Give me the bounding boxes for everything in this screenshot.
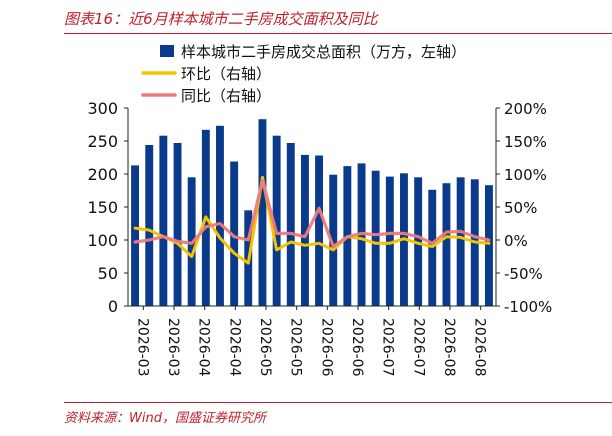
left-tick-label: 50 — [98, 264, 118, 283]
bar — [216, 125, 224, 306]
right-tick-label: -50% — [504, 265, 543, 283]
bar — [230, 161, 239, 306]
left-tick-label: 300 — [87, 99, 118, 118]
right-tick-label: 150% — [504, 133, 547, 151]
legend-swatch-bar — [160, 45, 174, 57]
bar — [442, 183, 451, 306]
figure-title: 图表16：近6月样本城市二手房成交面积及同比 — [64, 10, 378, 28]
x-tick-label: 2026-07 — [380, 318, 396, 377]
left-tick-label: 200 — [87, 165, 118, 184]
right-tick-label: 100% — [504, 166, 547, 184]
x-tick-label: 2026-07 — [410, 318, 426, 377]
right-tick-label: 200% — [504, 100, 547, 118]
bar — [286, 143, 295, 306]
legend-label: 样本城市二手房成交总面积（万方，左轴） — [181, 43, 466, 61]
mom-line — [133, 175, 491, 265]
left-tick-label: 100 — [87, 231, 118, 250]
left-tick-label: 150 — [87, 198, 118, 217]
right-tick-label: -100% — [504, 298, 552, 316]
yoy-line — [133, 179, 491, 249]
right-tick-label: 0% — [504, 232, 528, 250]
chart: 样本城市二手房成交总面积（万方，左轴） 环比（右轴） 同比（右轴） 0 50 100 15… — [87, 43, 552, 377]
bar — [159, 135, 168, 306]
left-tick-label: 0 — [108, 297, 118, 316]
bar — [414, 177, 423, 306]
source-rule — [64, 402, 612, 403]
bar — [329, 174, 338, 306]
x-tick-label: 2026-08 — [441, 318, 457, 377]
x-tick-label: 2026-04 — [196, 318, 212, 377]
x-tick-label: 2026-05 — [288, 318, 304, 377]
bar — [258, 119, 267, 306]
x-tick-label: 2026-03 — [134, 318, 150, 377]
bar — [485, 185, 493, 306]
bar — [272, 135, 281, 306]
legend: 样本城市二手房成交总面积（万方，左轴） 环比（右轴） 同比（右轴） — [141, 43, 466, 105]
legend-label: 环比（右轴） — [181, 65, 271, 83]
x-tick-label: 2026-06 — [349, 318, 365, 377]
bar-series — [131, 119, 493, 306]
bar — [131, 165, 139, 306]
bar — [173, 143, 182, 306]
x-tick-label: 2026-03 — [165, 318, 181, 377]
x-tick-label: 2026-08 — [472, 318, 488, 377]
source-note: 资料来源：Wind，国盛证券研究所 — [64, 411, 266, 426]
bar — [456, 177, 465, 306]
x-tick-label: 2026-04 — [226, 318, 242, 377]
x-tick-label: 2026-05 — [257, 318, 273, 377]
bar — [145, 145, 154, 306]
bar — [385, 176, 394, 306]
legend-label: 同比（右轴） — [181, 87, 271, 105]
axes: 0 50 100 150 200 250 300 -100% -50% 0% 50% 100% 150%… — [87, 99, 552, 377]
bar — [301, 154, 309, 306]
left-tick-label: 250 — [87, 132, 118, 151]
bar — [371, 170, 380, 306]
line-series — [133, 175, 491, 265]
bar — [315, 155, 323, 306]
title-rule — [64, 33, 612, 34]
right-tick-label: 50% — [504, 199, 537, 217]
x-tick-label: 2026-06 — [318, 318, 334, 377]
